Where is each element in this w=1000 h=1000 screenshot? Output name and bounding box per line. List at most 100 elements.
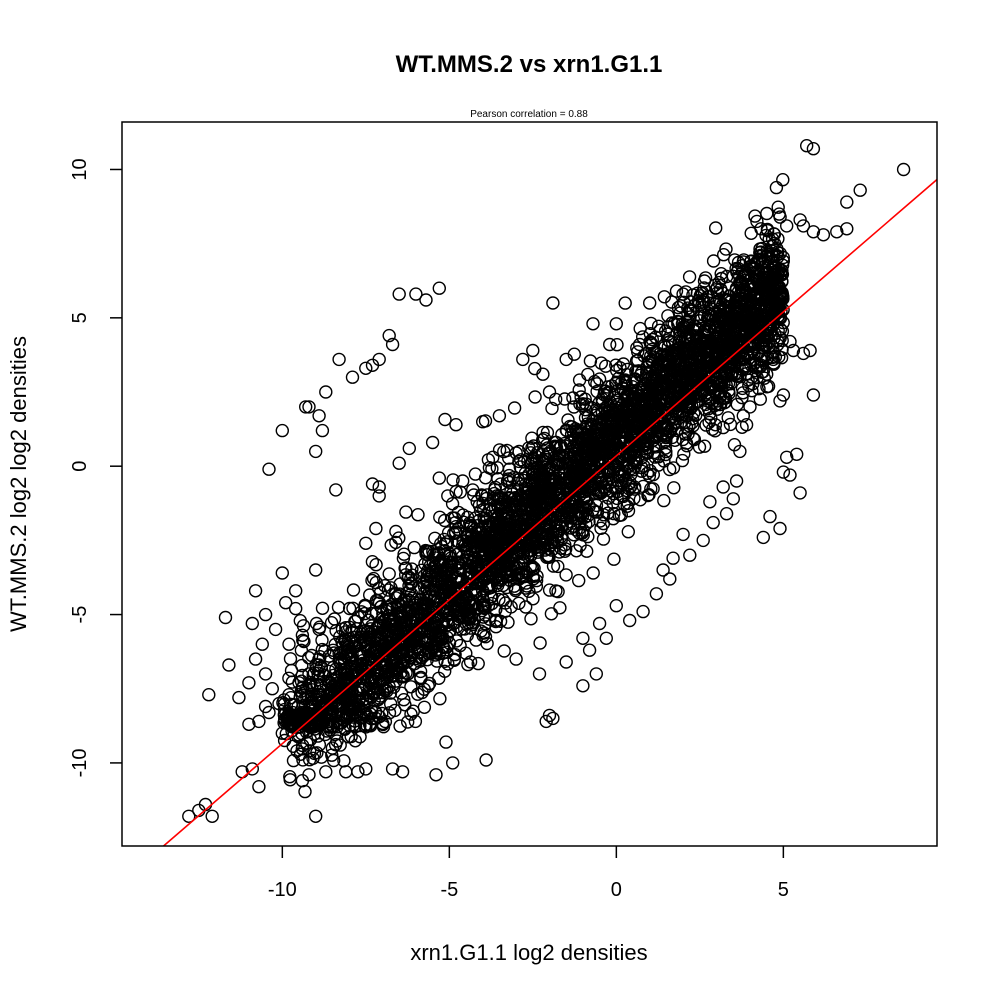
- data-point: [315, 601, 330, 615]
- data-point: [438, 412, 452, 427]
- data-point: [385, 762, 400, 776]
- data-point: [419, 293, 433, 307]
- data-point: [735, 390, 749, 405]
- data-point: [708, 398, 722, 413]
- data-point: [649, 587, 664, 601]
- data-point: [338, 625, 353, 639]
- data-point: [365, 477, 380, 491]
- data-point: [654, 354, 668, 369]
- data-point: [427, 615, 441, 630]
- data-point: [621, 525, 635, 539]
- data-point: [365, 573, 379, 588]
- data-point: [657, 454, 671, 468]
- data-point: [556, 472, 571, 487]
- data-point: [445, 497, 460, 511]
- data-point: [796, 219, 811, 233]
- data-point: [670, 407, 684, 422]
- data-point: [325, 741, 340, 755]
- data-point: [282, 637, 296, 651]
- data-point: [450, 534, 464, 548]
- data-point: [564, 521, 578, 535]
- data-point: [218, 610, 233, 625]
- data-point: [401, 715, 415, 729]
- data-point: [562, 507, 576, 522]
- data-point: [760, 367, 774, 381]
- data-point: [403, 650, 418, 665]
- data-point: [508, 491, 522, 505]
- chart-title: WT.MMS.2 vs xrn1.G1.1: [396, 51, 663, 78]
- data-point: [853, 183, 867, 197]
- data-point: [341, 730, 356, 744]
- data-point: [576, 465, 591, 479]
- data-point: [359, 536, 373, 550]
- data-point: [686, 304, 700, 318]
- data-point: [431, 630, 446, 645]
- data-point: [588, 442, 602, 457]
- data-point: [582, 429, 596, 443]
- data-point: [321, 714, 335, 729]
- data-point: [299, 400, 313, 414]
- y-axis-label: WT.MMS.2 log2 log2 densities: [6, 336, 31, 632]
- data-point: [566, 391, 580, 405]
- data-point: [736, 409, 750, 423]
- data-point: [675, 317, 690, 331]
- data-point: [592, 616, 607, 631]
- data-point: [582, 643, 597, 657]
- data-point: [312, 409, 326, 423]
- data-point: [315, 690, 330, 705]
- data-point: [896, 162, 911, 177]
- data-point: [629, 364, 643, 378]
- data-point: [716, 390, 730, 404]
- data-point: [275, 423, 289, 438]
- data-point: [772, 295, 786, 309]
- data-point: [431, 573, 445, 588]
- data-point: [750, 214, 764, 229]
- data-point: [385, 602, 399, 616]
- data-point: [315, 423, 330, 438]
- data-point: [447, 600, 461, 615]
- data-point: [510, 560, 524, 574]
- data-point: [406, 704, 420, 718]
- data-point: [351, 702, 366, 716]
- data-point: [512, 596, 526, 610]
- data-point: [719, 242, 733, 256]
- data-point: [599, 359, 613, 373]
- data-point: [345, 634, 359, 649]
- data-point: [726, 269, 740, 283]
- data-point: [546, 296, 560, 310]
- data-point: [706, 254, 721, 268]
- data-point: [574, 432, 589, 446]
- data-point: [614, 411, 628, 425]
- data-point: [432, 601, 446, 616]
- data-point: [756, 283, 770, 297]
- data-point: [393, 587, 407, 601]
- data-point: [731, 306, 745, 320]
- data-point: [395, 616, 409, 630]
- data-point: [472, 513, 486, 528]
- data-point: [397, 547, 411, 561]
- data-point: [302, 400, 316, 414]
- data-point: [480, 488, 494, 502]
- data-point: [504, 600, 518, 614]
- data-point: [420, 582, 434, 596]
- data-point: [733, 444, 747, 459]
- data-point: [640, 365, 654, 380]
- data-point: [359, 762, 373, 776]
- data-point: [636, 604, 650, 619]
- data-point: [297, 634, 311, 649]
- data-point: [489, 571, 503, 586]
- data-point: [566, 519, 581, 533]
- data-point: [535, 453, 549, 468]
- data-point: [724, 368, 738, 382]
- data-point: [394, 686, 409, 700]
- data-point: [314, 750, 329, 764]
- data-point: [800, 138, 814, 153]
- data-point: [465, 525, 479, 539]
- data-point: [609, 481, 623, 495]
- data-point: [767, 265, 782, 279]
- data-point: [403, 606, 417, 621]
- data-point: [380, 681, 394, 695]
- data-point: [727, 339, 742, 353]
- data-point: [596, 508, 611, 522]
- data-point: [432, 281, 446, 295]
